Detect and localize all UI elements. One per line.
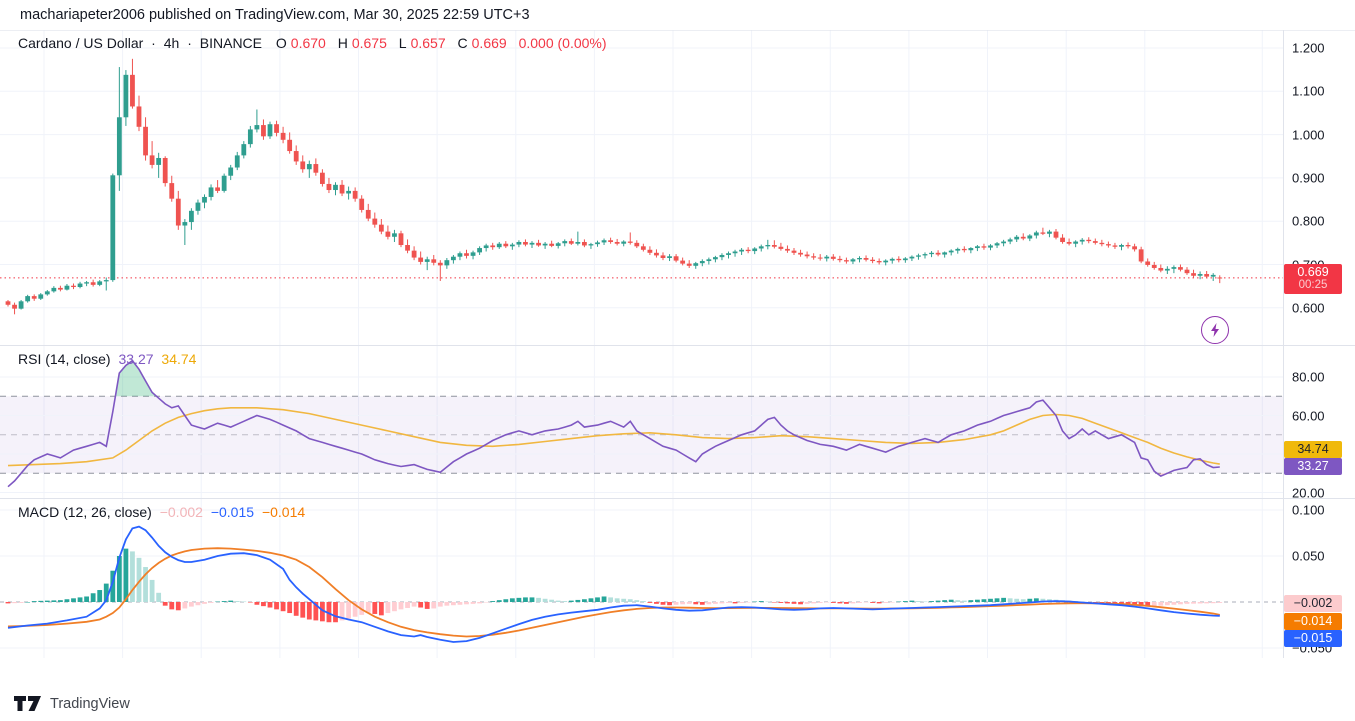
candlestick-pane[interactable] [0,30,1355,346]
bar-countdown: 00:25 [1298,278,1328,291]
high-label: H [337,35,348,51]
last-price-badge: 0.669 00:25 [1284,263,1342,294]
macd-line-value: −0.015 [210,504,255,520]
symbol-name[interactable]: Cardano / US Dollar [18,35,144,51]
header-divider [0,30,1355,31]
close-value: 0.669 [471,35,507,51]
macd-tick-label: 0.050 [1292,548,1325,564]
rsi-tick-label: 80.00 [1292,369,1325,385]
rsi-ma-badge: 34.74 [1284,441,1342,459]
time-scale[interactable]: Mar357911131517192123252729Apr [0,658,1355,687]
price-tick-label: 1.200 [1292,40,1325,56]
last-price-value: 0.669 [1297,264,1329,279]
price-tick-label: 0.900 [1292,170,1325,186]
price-scale-border [1283,30,1284,658]
bottom-bar: TradingView [0,687,1355,721]
low-value: 0.657 [410,35,446,51]
macd-title-row: MACD (12, 26, close) −0.002 −0.015 −0.01… [18,504,309,520]
macd-hist-badge: −0.002 [1284,595,1342,613]
rsi-title-row: RSI (14, close) 33.27 34.74 [18,351,200,367]
symbol-interval[interactable]: 4h [163,35,180,51]
price-tick-label: 1.100 [1292,83,1325,99]
macd-signal-value: −0.014 [261,504,306,520]
price-tick-label: 1.000 [1292,127,1325,143]
pane-separator-2[interactable] [0,498,1355,499]
price-tick-label: 0.800 [1292,213,1325,229]
symbol-title-row: Cardano / US Dollar · 4h · BINANCE O 0.67… [18,35,611,51]
lightning-icon [1211,323,1219,337]
macd-tick-label: 0.100 [1292,502,1325,518]
high-value: 0.675 [351,35,387,51]
tradingview-logo[interactable] [14,696,42,712]
title-separator-2: · [187,35,192,51]
macd-signal-badge: −0.014 [1284,612,1342,630]
open-value: 0.670 [290,35,326,51]
rsi-value: 33.27 [118,351,154,367]
open-label: O [275,35,287,51]
symbol-exchange: BINANCE [199,35,262,51]
pane-separator-1[interactable] [0,345,1355,346]
change-value: 0.000 (0.00%) [518,35,607,51]
title-separator-1: · [151,35,156,51]
rsi-tick-label: 60.00 [1292,408,1325,423]
price-tick-label: 0.600 [1292,300,1325,316]
low-label: L [398,35,407,51]
macd-hist-value: −0.002 [159,504,203,520]
boost-button[interactable] [1201,316,1229,344]
rsi-pane[interactable] [0,346,1355,498]
rsi-tick-label: 20.00 [1292,485,1325,500]
macd-indicator-label[interactable]: MACD (12, 26, close) [18,504,152,520]
tradingview-link[interactable]: TradingView [50,696,130,712]
rsi-indicator-label[interactable]: RSI (14, close) [18,351,111,367]
rsi-value-badge: 33.27 [1284,458,1342,476]
macd-pane[interactable] [0,499,1355,658]
close-label: C [457,35,468,51]
publish-header: machariapeter2006 published on TradingVi… [20,7,530,23]
macd-line-badge: −0.015 [1284,630,1342,648]
rsi-ma-value: 34.74 [161,351,197,367]
